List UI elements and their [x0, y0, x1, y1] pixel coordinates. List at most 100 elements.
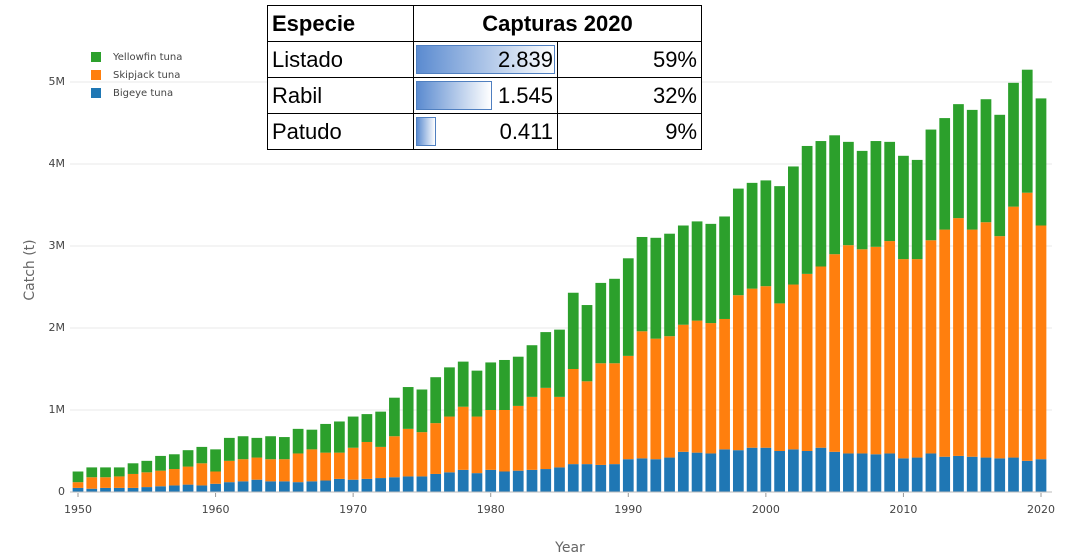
bar — [898, 155, 909, 260]
bar — [554, 467, 565, 492]
bar — [402, 428, 414, 477]
bar — [471, 370, 483, 417]
bar — [732, 450, 744, 492]
bar — [457, 469, 469, 492]
bar — [554, 329, 565, 397]
bar — [347, 416, 359, 448]
bar — [278, 437, 290, 460]
bar — [471, 473, 483, 492]
bar — [609, 363, 620, 465]
x-tick-label: 2010 — [889, 503, 917, 516]
legend-swatch — [91, 88, 101, 98]
bar — [664, 457, 675, 492]
bar — [375, 478, 387, 492]
bar — [746, 288, 758, 448]
bar — [168, 485, 180, 492]
bar — [677, 324, 689, 452]
bar — [278, 459, 290, 482]
legend-label: Yellowfin tuna — [112, 52, 182, 63]
bar — [416, 432, 428, 477]
bar — [430, 473, 442, 492]
bar — [444, 472, 455, 492]
bar — [732, 295, 744, 451]
bar — [1035, 225, 1047, 460]
legend-swatch — [91, 70, 101, 80]
bar — [636, 331, 648, 459]
bar — [168, 469, 180, 486]
bar — [72, 487, 84, 492]
bar — [829, 451, 841, 492]
bar — [237, 481, 249, 492]
bar — [237, 436, 249, 460]
bar — [911, 159, 923, 260]
y-tick-label: 0 — [58, 485, 65, 498]
bar — [72, 482, 84, 488]
bar — [622, 258, 634, 356]
bar — [939, 229, 951, 457]
bar — [801, 145, 813, 274]
x-tick-label: 1960 — [202, 503, 230, 516]
bar — [994, 458, 1006, 492]
bar — [980, 457, 992, 492]
bar — [705, 453, 717, 492]
x-tick-label: 1990 — [614, 503, 642, 516]
bar — [141, 460, 153, 473]
species-cell: Listado — [267, 41, 414, 78]
bar — [127, 473, 139, 488]
bar — [485, 362, 497, 410]
bar — [856, 249, 868, 454]
bar — [416, 476, 428, 492]
bar — [512, 356, 524, 406]
bar — [884, 453, 896, 492]
bar — [719, 449, 730, 492]
bar — [719, 216, 730, 319]
bar — [732, 188, 744, 296]
bar — [526, 345, 538, 397]
bar — [719, 318, 730, 450]
species-cell: Patudo — [267, 113, 414, 150]
bar — [609, 464, 620, 492]
bar — [444, 416, 455, 473]
header-cell: Especie — [267, 5, 414, 42]
bar — [100, 467, 111, 478]
legend-label: Bigeye tuna — [113, 88, 173, 99]
bar — [788, 284, 799, 450]
bar — [650, 338, 662, 460]
x-tick-label: 1950 — [64, 503, 92, 516]
bar — [265, 481, 276, 492]
bar — [815, 447, 827, 492]
bar — [925, 240, 937, 454]
bar — [306, 429, 318, 450]
bar — [86, 488, 98, 492]
bar — [1008, 206, 1019, 458]
x-axis-title: Year — [554, 540, 585, 556]
y-axis-title: Catch (t) — [22, 239, 38, 300]
bar — [306, 481, 318, 492]
share-cell: 59% — [557, 41, 702, 78]
bar — [223, 482, 235, 492]
bar — [375, 446, 387, 479]
bar — [113, 487, 125, 492]
bar — [567, 369, 579, 465]
bar — [774, 186, 785, 304]
data-bar — [416, 45, 555, 74]
bar — [196, 485, 208, 492]
bar — [526, 469, 538, 492]
bar — [829, 254, 841, 452]
bar — [416, 389, 428, 433]
bar — [843, 453, 854, 492]
bar — [843, 141, 854, 246]
bar — [966, 456, 978, 492]
bar — [375, 411, 387, 447]
bar — [966, 229, 978, 457]
table-header: Especie Capturas 2020 — [267, 5, 702, 42]
bar — [196, 463, 208, 486]
bar — [774, 451, 785, 492]
bar — [994, 114, 1006, 237]
bar — [636, 236, 648, 332]
bar — [100, 477, 111, 488]
bar — [677, 225, 689, 325]
bar — [306, 449, 318, 482]
bar — [361, 478, 373, 492]
summary-table: Especie Capturas 2020 Listado 2.839 59% Rab… — [267, 5, 702, 150]
